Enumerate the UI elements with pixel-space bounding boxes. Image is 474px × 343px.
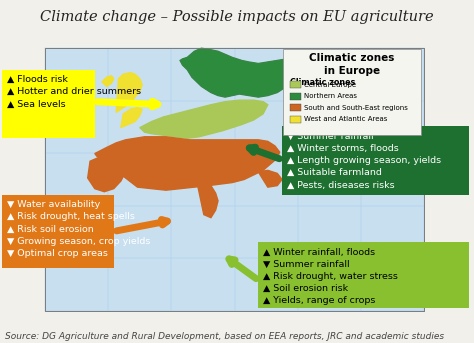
Text: ▲ Risk drought, water stress: ▲ Risk drought, water stress: [263, 272, 398, 281]
Text: Central Europe: Central Europe: [304, 82, 356, 87]
Text: West and Atlantic Areas: West and Atlantic Areas: [304, 116, 388, 122]
FancyBboxPatch shape: [45, 48, 424, 311]
Text: Source: DG Agriculture and Rural Development, based on EEA reports, JRC and acad: Source: DG Agriculture and Rural Develop…: [5, 332, 444, 341]
Polygon shape: [95, 137, 280, 190]
Text: ▲ Yields, range of crops: ▲ Yields, range of crops: [263, 296, 375, 305]
FancyBboxPatch shape: [2, 195, 114, 268]
Text: South and South-East regions: South and South-East regions: [304, 105, 408, 111]
Polygon shape: [88, 157, 126, 192]
Polygon shape: [102, 76, 114, 86]
Polygon shape: [116, 73, 142, 113]
Polygon shape: [180, 48, 299, 97]
FancyBboxPatch shape: [2, 70, 95, 138]
Polygon shape: [121, 108, 142, 128]
Text: ▲ Length growing season, yields: ▲ Length growing season, yields: [287, 156, 441, 165]
FancyBboxPatch shape: [290, 93, 301, 99]
Text: ▲ Winter storms, floods: ▲ Winter storms, floods: [287, 144, 399, 153]
Text: ▼ Summer rainfall: ▼ Summer rainfall: [287, 132, 374, 141]
Text: ▲ Floods risk: ▲ Floods risk: [7, 75, 68, 84]
FancyBboxPatch shape: [258, 242, 469, 308]
Text: Climatic zones: Climatic zones: [290, 78, 356, 87]
Text: ▲ Suitable farmland: ▲ Suitable farmland: [287, 168, 382, 177]
Polygon shape: [258, 170, 282, 187]
Text: Climate change – Possible impacts on EU agriculture: Climate change – Possible impacts on EU …: [40, 10, 434, 24]
Text: ▲ Pests, diseases risks: ▲ Pests, diseases risks: [287, 180, 394, 189]
Text: ▼ Water availability: ▼ Water availability: [7, 200, 100, 209]
FancyBboxPatch shape: [290, 81, 301, 88]
Text: ▼ Optimal crop areas: ▼ Optimal crop areas: [7, 249, 108, 258]
FancyBboxPatch shape: [282, 126, 469, 195]
FancyBboxPatch shape: [283, 49, 421, 135]
FancyBboxPatch shape: [290, 104, 301, 111]
FancyArrowPatch shape: [98, 101, 158, 107]
Text: ▼ Summer rainfall: ▼ Summer rainfall: [263, 260, 350, 269]
Text: ▲ Risk soil erosion: ▲ Risk soil erosion: [7, 225, 94, 234]
Text: ▼ Growing season, crop yields: ▼ Growing season, crop yields: [7, 237, 150, 246]
Text: ▲ Sea levels: ▲ Sea levels: [7, 99, 66, 108]
Polygon shape: [197, 181, 218, 218]
Text: ▲ Risk drought, heat spells: ▲ Risk drought, heat spells: [7, 212, 135, 222]
Text: Climatic zones
in Europe: Climatic zones in Europe: [309, 54, 395, 76]
FancyArrowPatch shape: [249, 147, 279, 159]
Text: Northern Areas: Northern Areas: [304, 93, 357, 99]
Text: ▲ Soil erosion risk: ▲ Soil erosion risk: [263, 284, 348, 293]
Text: ▲ Winter rainfall, floods: ▲ Winter rainfall, floods: [263, 248, 375, 257]
Text: ▲ Hotter and drier summers: ▲ Hotter and drier summers: [7, 87, 141, 96]
FancyArrowPatch shape: [117, 220, 167, 231]
Polygon shape: [140, 100, 268, 138]
FancyArrowPatch shape: [229, 259, 256, 279]
FancyBboxPatch shape: [290, 116, 301, 123]
